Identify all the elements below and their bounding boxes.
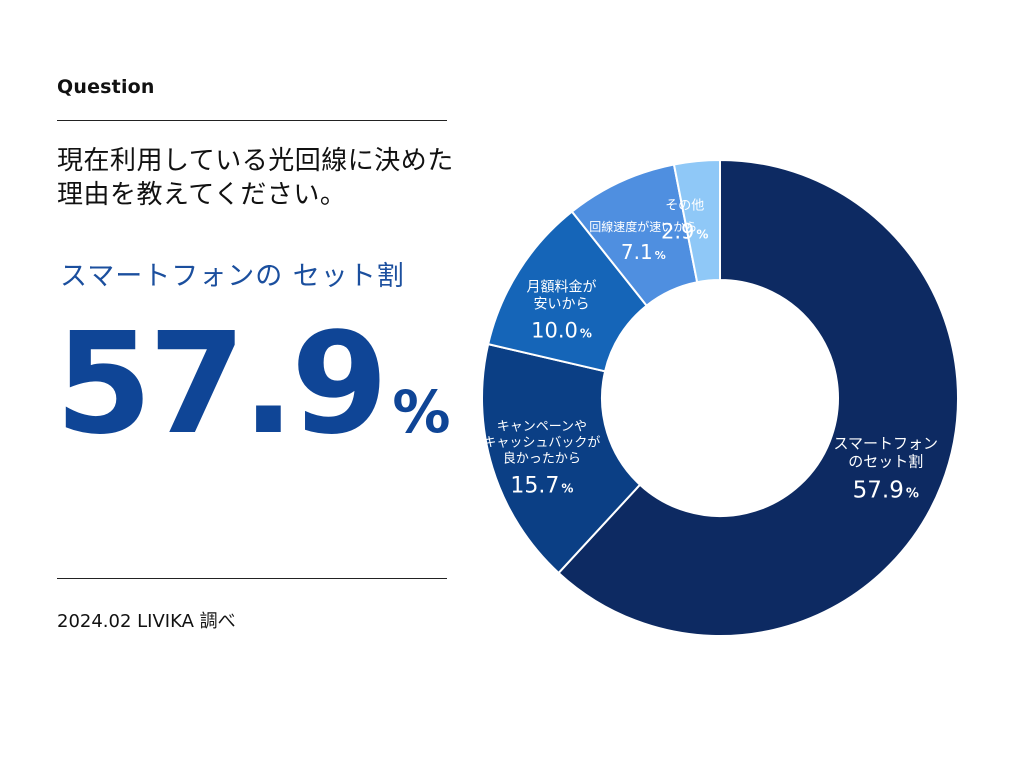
slice-value-2: 10.0% [531,318,592,342]
question-line-1: 現在利用している光回線に決めた [57,146,454,176]
highlight-percent: % [392,378,451,446]
question-label: Question [57,76,155,98]
highlight-label: スマートフォンの セット割 [60,261,405,292]
slice-value-1: 15.7% [510,473,573,498]
source-note: 2024.02 LIVIKA 調べ [57,611,236,632]
question-text: 現在利用している光回線に決めた 理由を教えてください。 [57,144,527,212]
slice-label-0-line-1: のセット割 [848,452,923,470]
slice-value-3: 7.1% [621,240,666,264]
slice-value-4: 2.9% [661,219,708,243]
slice-label-2-line-1: 安いから [534,296,590,312]
highlight-number: 57.9 [55,303,388,466]
top-divider [57,120,447,121]
slice-label-4-line-0: その他 [665,198,704,213]
bottom-divider [57,578,447,579]
slice-value-0: 57.9% [853,477,919,503]
question-line-2: 理由を教えてください。 [57,180,347,210]
slice-label-2-line-0: 月額料金が [527,279,597,295]
donut-slice-1 [481,342,642,575]
slice-label-1-line-0: キャンペーンや [497,419,587,434]
slice-label-1-line-1: キャッシュバックが [483,435,600,450]
highlight-value: 57.9% [55,300,451,470]
slice-label-1-line-2: 良かったから [503,450,581,466]
donut-slice-0 [557,158,959,637]
slice-label-3-line-0: 回線速度が速いから [589,219,697,234]
donut-slice-4 [672,158,721,284]
slice-label-0-line-0: スマートフォン [834,434,939,452]
